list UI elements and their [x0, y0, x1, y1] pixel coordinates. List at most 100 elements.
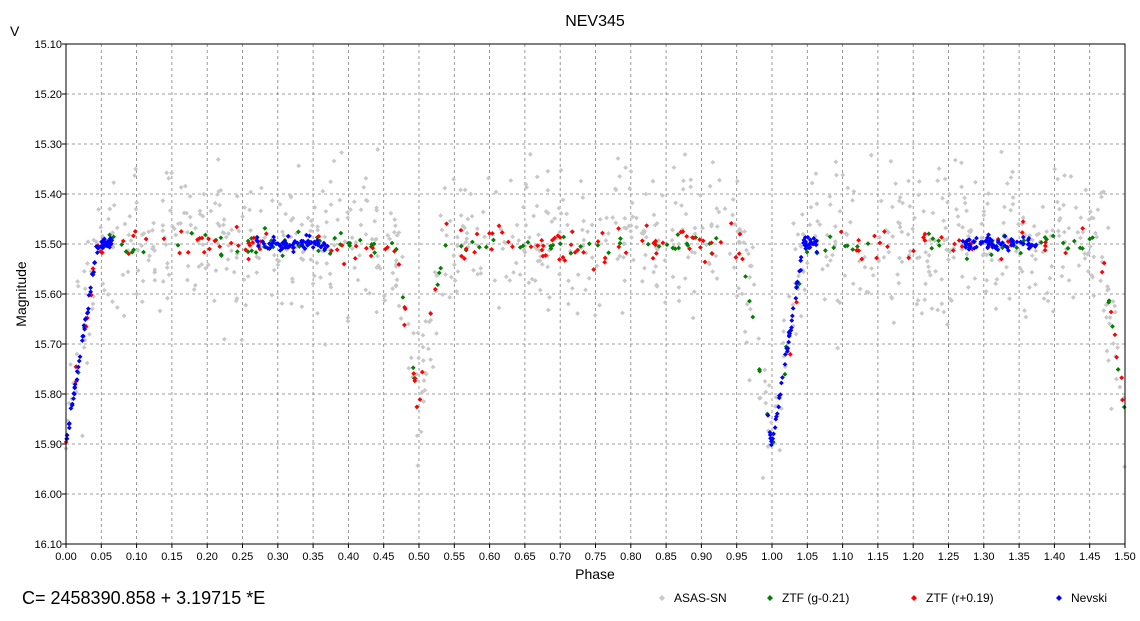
ztf-r-point [246, 256, 251, 262]
ztf-r-point [412, 378, 418, 384]
nevski-point [76, 358, 82, 364]
asas-sn-point [390, 270, 396, 276]
nevski-point [974, 244, 979, 250]
x-tick-label: 0.55 [444, 551, 465, 563]
asas-sn-point [850, 281, 856, 287]
asas-sn-point [714, 276, 720, 281]
asas-sn-point [289, 301, 294, 307]
nevski-point [282, 238, 288, 244]
ztf-r-point [691, 235, 696, 241]
asas-sn-point [223, 234, 229, 240]
nevski-point [770, 436, 776, 442]
ztf-g-point [1021, 238, 1027, 243]
nevski-point [92, 260, 97, 266]
nevski-point [768, 442, 774, 448]
asas-sn-point [199, 261, 205, 267]
asas-sn-point [741, 240, 747, 245]
asas-sn-point [1070, 295, 1076, 300]
asas-sn-point [185, 277, 190, 283]
asas-sn-point [133, 166, 139, 172]
ztf-r-point [911, 248, 916, 254]
ztf-r-point [414, 404, 420, 410]
ztf-r-point [234, 224, 240, 230]
asas-sn-point [391, 229, 397, 235]
x-tick-label: 0.75 [585, 551, 606, 563]
asas-sn-point [200, 213, 206, 219]
ztf-g-point [1065, 245, 1071, 251]
asas-sn-point [110, 230, 115, 236]
asas-sn-point [1007, 296, 1012, 302]
asas-sn-point [234, 296, 240, 301]
ztf-g-point [347, 243, 353, 248]
asas-sn-point [269, 198, 275, 204]
asas-sn-point [707, 183, 713, 189]
y-tick-label: 15.70 [34, 339, 62, 351]
ztf-r-point [474, 231, 480, 237]
asas-sn-point [877, 234, 882, 240]
nevski-point [94, 250, 100, 256]
ztf-g-point [436, 270, 442, 276]
legend-label: ZTF (g-0.21) [782, 591, 849, 605]
asas-sn-point [926, 269, 932, 275]
asas-sn-point [981, 208, 987, 214]
asas-sn-point [1030, 237, 1035, 243]
asas-sn-point [834, 172, 839, 178]
asas-sn-point [393, 223, 398, 229]
ztf-r-point [353, 243, 359, 249]
nevski-point [299, 240, 305, 245]
asas-sn-point [1010, 169, 1015, 175]
asas-sn-point [896, 280, 902, 286]
asas-sn-point [262, 235, 268, 241]
ztf-r-point [906, 255, 912, 261]
ztf-g-point [469, 239, 475, 245]
asas-sn-point [925, 258, 930, 264]
asas-sn-point [1099, 254, 1105, 260]
asas-sn-point [845, 185, 851, 191]
nevski-point [793, 295, 799, 301]
ztf-r-point [177, 250, 183, 256]
x-tick-label: 0.45 [373, 551, 394, 563]
nevski-point [256, 243, 261, 249]
asas-sn-point [737, 226, 743, 232]
asas-sn-point [537, 287, 543, 293]
ztf-r-point [539, 247, 545, 253]
asas-sn-point [1086, 217, 1092, 222]
asas-sn-point [242, 205, 248, 210]
asas-sn-point [897, 195, 903, 200]
nevski-point [69, 402, 75, 408]
nevski-point [279, 246, 285, 252]
asas-sn-point [621, 254, 626, 260]
asas-sn-point [915, 297, 921, 303]
asas-sn-point [231, 269, 237, 275]
ztf-r-point [602, 255, 608, 261]
asas-sn-point [653, 264, 659, 269]
asas-sn-point [959, 184, 965, 190]
asas-sn-point [374, 309, 380, 315]
asas-sn-point [1023, 314, 1029, 320]
nevski-point [790, 305, 796, 311]
ztf-g-point [123, 249, 129, 254]
asas-sn-point [305, 215, 311, 221]
asas-sn-point [315, 224, 320, 230]
asas-sn-point [899, 229, 905, 235]
asas-sn-point [760, 475, 766, 481]
asas-sn-point [622, 241, 627, 247]
ztf-g-point [548, 246, 554, 251]
ztf-g-point [676, 245, 682, 251]
nevski-point [305, 238, 311, 244]
asas-sn-point [452, 262, 457, 268]
asas-sn-point [254, 270, 260, 276]
ztf-r-point [952, 241, 957, 247]
asas-sn-point [381, 293, 387, 299]
asas-sn-point [912, 215, 917, 221]
asas-sn-point [581, 218, 587, 224]
asas-sn-point [857, 286, 863, 292]
asas-sn-point [1061, 229, 1067, 235]
asas-sn-point [1013, 248, 1019, 254]
ztf-g-point [757, 368, 763, 374]
asas-sn-point [382, 298, 388, 303]
x-tick-label: 0.00 [55, 551, 76, 563]
asas-sn-point [507, 277, 513, 283]
ztf-r-point [718, 239, 724, 245]
asas-sn-point [254, 254, 260, 260]
